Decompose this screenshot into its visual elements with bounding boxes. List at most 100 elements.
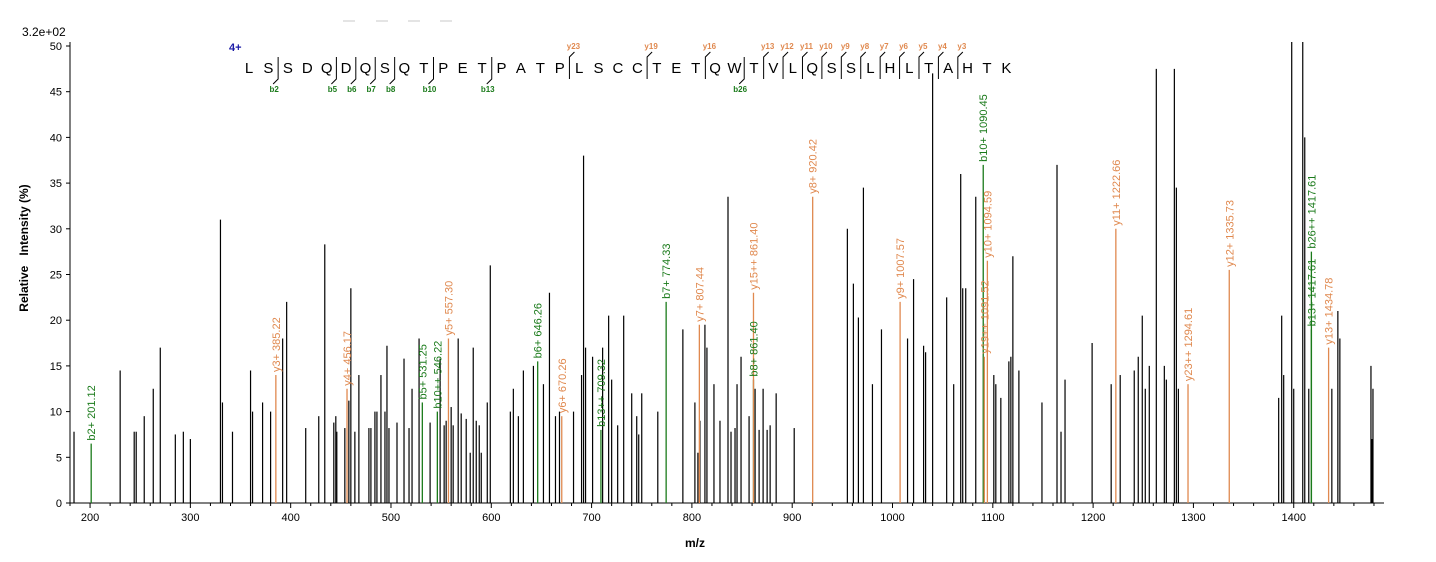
residue: L (245, 60, 253, 77)
residue: A (516, 60, 526, 77)
y-ion-bracket (957, 51, 964, 79)
residue: H (884, 60, 895, 77)
y-tick-label: 20 (50, 315, 62, 327)
peak-annotation: y15++ 861.40 (748, 222, 760, 289)
peak-annotation: y7+ 807.44 (694, 267, 706, 322)
residue: S (846, 60, 856, 77)
residue: A (943, 60, 953, 77)
peak-annotation: y12+ 1335.73 (1224, 200, 1236, 267)
x-tick-label: 1000 (880, 512, 904, 524)
residue: T (924, 60, 933, 77)
b-ion-bracket (389, 57, 396, 85)
y-ion-label: y8 (860, 42, 869, 51)
peak-annotation: y9+ 1007.57 (895, 238, 907, 299)
y-axis: 0 5 10 15 20 25 30 35 40 45 50 (50, 41, 71, 510)
y-tick-label: 5 (56, 452, 62, 464)
residue: T (691, 60, 700, 77)
intensity-scale-label: 3.2e+02 (22, 25, 66, 39)
residue: S (594, 60, 604, 77)
residue: P (555, 60, 565, 77)
peak-annotation: y4+ 456.17 (342, 331, 354, 386)
y-ion-label: y6 (899, 42, 908, 51)
residue: S (283, 60, 293, 77)
y-axis-title: Relative Intensity (%) (17, 184, 31, 311)
x-tick-label: 300 (181, 512, 199, 524)
x-tick-label: 1400 (1281, 512, 1305, 524)
residue: V (768, 60, 778, 77)
b-ion-label: b26 (733, 85, 747, 94)
peak-annotation: b8+ 861.40 (748, 321, 760, 376)
residue: T (536, 60, 545, 77)
residue: E (671, 60, 681, 77)
residue: Q (709, 60, 721, 77)
residue: S (380, 60, 390, 77)
peak-annotation: b5+ 531.25 (417, 344, 429, 399)
residue: C (632, 60, 643, 77)
residue: E (458, 60, 468, 77)
b-ion-bracket (272, 57, 279, 85)
peak-labels: b2+ 201.12 y3+ 385.22 y4+ 456.17 b5+ 531.25… (86, 94, 1335, 440)
residue: P (496, 60, 506, 77)
x-tick-label: 1200 (1081, 512, 1105, 524)
y-ion-label: y5 (919, 42, 928, 51)
peak-annotation: y13+ 1434.78 (1324, 278, 1336, 345)
b-ion-label: b8 (386, 85, 396, 94)
peak-annotation: b10+ 1090.45 (978, 94, 990, 162)
b-ion-bracket (369, 57, 376, 85)
b-ion-bracket (350, 57, 357, 85)
y-tick-label: 0 (56, 498, 62, 510)
residue: T (749, 60, 758, 77)
residue: C (613, 60, 624, 77)
residue: T (419, 60, 428, 77)
b-ion-label: b7 (367, 85, 377, 94)
residue: S (263, 60, 273, 77)
x-tick-label: 700 (582, 512, 600, 524)
b-ion-label: b5 (328, 85, 338, 94)
residue: L (789, 60, 797, 77)
residue: D (341, 60, 352, 77)
residue: L (575, 60, 583, 77)
b-ion-bracket (486, 57, 493, 85)
y-tick-label: 45 (50, 87, 62, 99)
y-ion-bracket (704, 51, 711, 79)
residue: W (727, 60, 742, 77)
y-ion-bracket (860, 51, 867, 79)
y-ion-bracket (568, 51, 575, 79)
y-ion-bracket (763, 51, 769, 79)
peak-annotation: y11+ 1222.66 (1111, 160, 1123, 226)
y-ion-bracket (899, 51, 905, 79)
peak-annotation: y10+ 1094.59 (982, 191, 994, 258)
peak-annotation: y19++ 1091.52 (979, 280, 991, 353)
residue: T (652, 60, 661, 77)
peak-annotation: b7+ 774.33 (661, 244, 673, 299)
residue: L (866, 60, 874, 77)
y-ion-bracket (879, 51, 886, 79)
residue: L (905, 60, 913, 77)
peak-annotation: b2+ 201.12 (86, 385, 98, 440)
residue: H (962, 60, 973, 77)
y-tick-label: 30 (50, 224, 62, 236)
x-tick-label: 800 (683, 512, 701, 524)
peak-annotation: y23++ 1294.61 (1183, 308, 1195, 381)
y-ion-label: y19 (644, 42, 658, 51)
b-ion-label: b6 (347, 85, 357, 94)
b-ion-bracket (428, 57, 434, 85)
peak-annotation: y3+ 385.22 (271, 317, 283, 372)
y-tick-label: 15 (50, 361, 62, 373)
y-tick-label: 10 (50, 407, 62, 419)
peak-annotation: y5+ 557.30 (443, 281, 455, 336)
residue: T (477, 60, 486, 77)
b-ion-label: b2 (269, 85, 279, 94)
x-tick-label: 500 (382, 512, 400, 524)
residue: D (302, 60, 313, 77)
y-ion-label: y3 (957, 42, 966, 51)
precursor-charge: 4+ (229, 42, 242, 54)
y-tick-label: 50 (50, 41, 62, 53)
residue: T (982, 60, 991, 77)
y-ion-label: y12 (780, 42, 794, 51)
residue: P (438, 60, 448, 77)
y-tick-label: 40 (50, 132, 62, 144)
x-axis-title: m/z (685, 536, 705, 550)
b-ion-label: b10 (423, 85, 437, 94)
